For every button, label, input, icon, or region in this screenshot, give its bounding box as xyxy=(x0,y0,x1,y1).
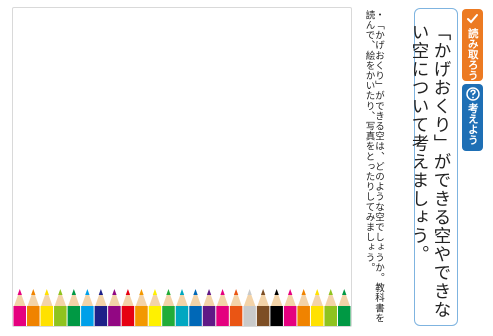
think-badge: 考えよう xyxy=(462,84,483,151)
instruction-note: ・「かげおくり」ができる空は、どのような空でしょうか。教科書を読んで、絵をかいた… xyxy=(363,10,385,328)
pencil xyxy=(148,289,162,326)
question-circle-icon xyxy=(465,87,480,101)
pencil xyxy=(243,289,256,326)
pencil xyxy=(337,289,351,326)
note-bullet: ・ xyxy=(373,10,384,21)
drawing-area[interactable] xyxy=(12,7,352,327)
pencil xyxy=(270,289,283,326)
pencil xyxy=(175,289,189,326)
read-badge-label: 読み取ろう xyxy=(466,28,479,81)
pencil xyxy=(256,289,270,326)
pencil xyxy=(216,289,229,326)
pencil xyxy=(283,289,297,326)
question-box: 「かげおくり」ができる空やできない空について考えましょう。 xyxy=(409,8,458,326)
question-text: 「かげおくり」ができる空やできない空について考えましょう。 xyxy=(409,23,451,319)
pencil xyxy=(297,289,310,326)
pencil xyxy=(189,289,202,326)
pencil xyxy=(108,289,121,326)
pencil xyxy=(27,289,40,326)
think-badge-label: 考えよう xyxy=(466,103,479,145)
pencil-check-icon xyxy=(466,14,478,24)
pencil xyxy=(162,289,175,326)
pencil xyxy=(13,289,27,326)
pencil xyxy=(67,289,81,326)
pencil xyxy=(121,289,135,326)
pencil xyxy=(310,289,324,326)
pencil xyxy=(54,289,67,326)
colored-pencils-border xyxy=(13,289,351,326)
pencil xyxy=(94,289,108,326)
pencil xyxy=(202,289,216,326)
pencil xyxy=(135,289,148,326)
note-text: 「かげおくり」ができる空は、どのような空でしょうか。教科書を読んで、絵をかいたり… xyxy=(363,10,385,324)
pencil xyxy=(81,289,94,326)
read-badge: 読み取ろう xyxy=(462,9,483,81)
pencil xyxy=(229,289,243,326)
pencil xyxy=(40,289,54,326)
pencil xyxy=(324,289,337,326)
